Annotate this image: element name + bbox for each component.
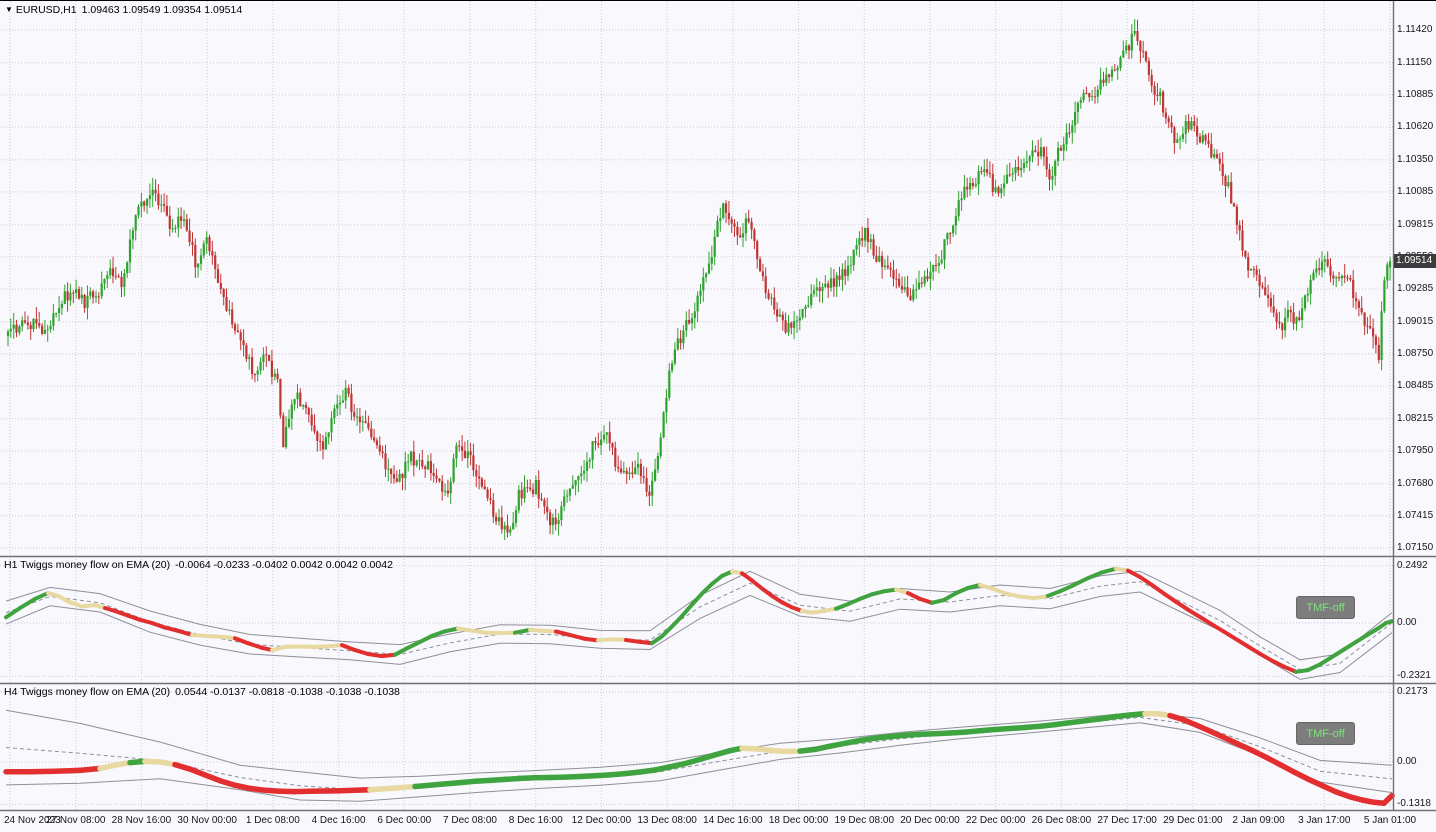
price-axis-label: 1.10620 bbox=[1397, 121, 1434, 133]
price-axis-label: 1.09015 bbox=[1397, 315, 1434, 327]
time-axis-label: 27 Dec 17:00 bbox=[1097, 815, 1157, 826]
tmf-off-button-h4[interactable]: TMF-off bbox=[1296, 722, 1355, 745]
time-axis-label: 26 Dec 08:00 bbox=[1031, 815, 1092, 826]
price-axis-label: 1.07150 bbox=[1397, 541, 1434, 553]
tmf-h4-axis-label: -0.1318 bbox=[1397, 798, 1431, 810]
time-axis-label: 20 Dec 00:00 bbox=[900, 815, 960, 826]
time-axis-label: 8 Dec 16:00 bbox=[508, 815, 563, 826]
tmf-h1-pane-title: H1 Twiggs money flow on EMA (20) -0.0064 … bbox=[4, 559, 393, 571]
tmf-h1-indicator-values: -0.0064 -0.0233 -0.0402 0.0042 0.0042 0.… bbox=[175, 559, 393, 571]
time-axis-label: 6 Dec 00:00 bbox=[377, 815, 432, 826]
price-axis-label: 1.08215 bbox=[1397, 412, 1434, 424]
symbol-timeframe-label: EURUSD,H1 bbox=[15, 4, 77, 16]
price-axis-label: 1.08750 bbox=[1397, 347, 1434, 359]
time-axis-label: 29 Dec 01:00 bbox=[1163, 815, 1223, 826]
price-axis-label: 1.07680 bbox=[1397, 477, 1434, 489]
price-axis-label: 1.09815 bbox=[1397, 218, 1434, 230]
price-axis-label: 1.08485 bbox=[1397, 380, 1434, 392]
time-axis-label: 22 Dec 00:00 bbox=[965, 815, 1026, 826]
time-axis-label: 1 Dec 08:00 bbox=[245, 815, 300, 826]
time-axis-label: 14 Dec 16:00 bbox=[703, 815, 763, 826]
candlesticks bbox=[6, 19, 1392, 540]
pane-borders bbox=[0, 0, 1436, 812]
time-axis-label: 24 Nov 2023 bbox=[4, 815, 61, 826]
tmf-h1-axis-label: -0.2321 bbox=[1397, 670, 1431, 682]
time-axis-label: 19 Dec 08:00 bbox=[834, 815, 895, 826]
time-axis-label: 27 Nov 08:00 bbox=[45, 815, 106, 826]
tmf-h1-axis-label: 0.2492 bbox=[1397, 559, 1428, 571]
tmf-h4-indicator-values: 0.0544 -0.0137 -0.0818 -0.1038 -0.1038 -… bbox=[175, 686, 400, 698]
price-axis-label: 1.10085 bbox=[1397, 185, 1434, 197]
price-axis-label: 1.07950 bbox=[1397, 444, 1434, 456]
tmf-h1-plot bbox=[4, 566, 1394, 680]
time-axis-label: 28 Nov 16:00 bbox=[111, 815, 172, 826]
ohlc-values: 1.09463 1.09549 1.09354 1.09514 bbox=[81, 4, 243, 16]
time-axis-label: 7 Dec 08:00 bbox=[443, 815, 497, 826]
time-axis-label: 5 Jan 01:00 bbox=[1363, 815, 1417, 826]
price-axis-label: 1.10350 bbox=[1397, 153, 1434, 165]
price-axis-label: 1.07415 bbox=[1397, 509, 1434, 521]
time-axis-label: 4 Dec 16:00 bbox=[311, 815, 366, 826]
time-axis-label: 3 Jan 17:00 bbox=[1298, 815, 1351, 826]
time-axis-label: 30 Nov 00:00 bbox=[177, 815, 237, 826]
tmf-h4-axis-label: 0.00 bbox=[1397, 756, 1417, 767]
tmf-off-button-h1[interactable]: TMF-off bbox=[1296, 596, 1355, 619]
price-axis-label: 1.09285 bbox=[1397, 282, 1434, 294]
price-axis-label: 1.10885 bbox=[1397, 88, 1434, 100]
chart-dropdown-icon: ▼ bbox=[5, 5, 13, 14]
time-axis-label: 18 Dec 00:00 bbox=[768, 815, 829, 826]
price-axis-label: 1.11420 bbox=[1397, 24, 1433, 35]
time-axis-label: 2 Jan 09:00 bbox=[1232, 815, 1285, 826]
main-chart-title: ▼ EURUSD,H1 1.09463 1.09549 1.09354 1.0951… bbox=[5, 4, 242, 16]
tmf-h4-plot bbox=[3, 709, 1395, 806]
price-axis-label: 1.11150 bbox=[1397, 56, 1432, 68]
tmf-h4-indicator-name: H4 Twiggs money flow on EMA (20) bbox=[4, 686, 171, 698]
tmf-h1-indicator-name: H1 Twiggs money flow on EMA (20) bbox=[4, 559, 171, 571]
grid bbox=[0, 1, 1393, 810]
tmf-h4-axis-label: 0.2173 bbox=[1397, 686, 1428, 698]
current-price-tag: 1.09514 bbox=[1394, 254, 1436, 269]
time-axis-label: 12 Dec 00:00 bbox=[571, 815, 632, 826]
tmf-h1-axis-label: 0.00 bbox=[1397, 617, 1417, 628]
time-axis-label: 13 Dec 08:00 bbox=[637, 815, 697, 826]
tmf-h4-pane-title: H4 Twiggs money flow on EMA (20) 0.0544 -… bbox=[4, 686, 400, 698]
